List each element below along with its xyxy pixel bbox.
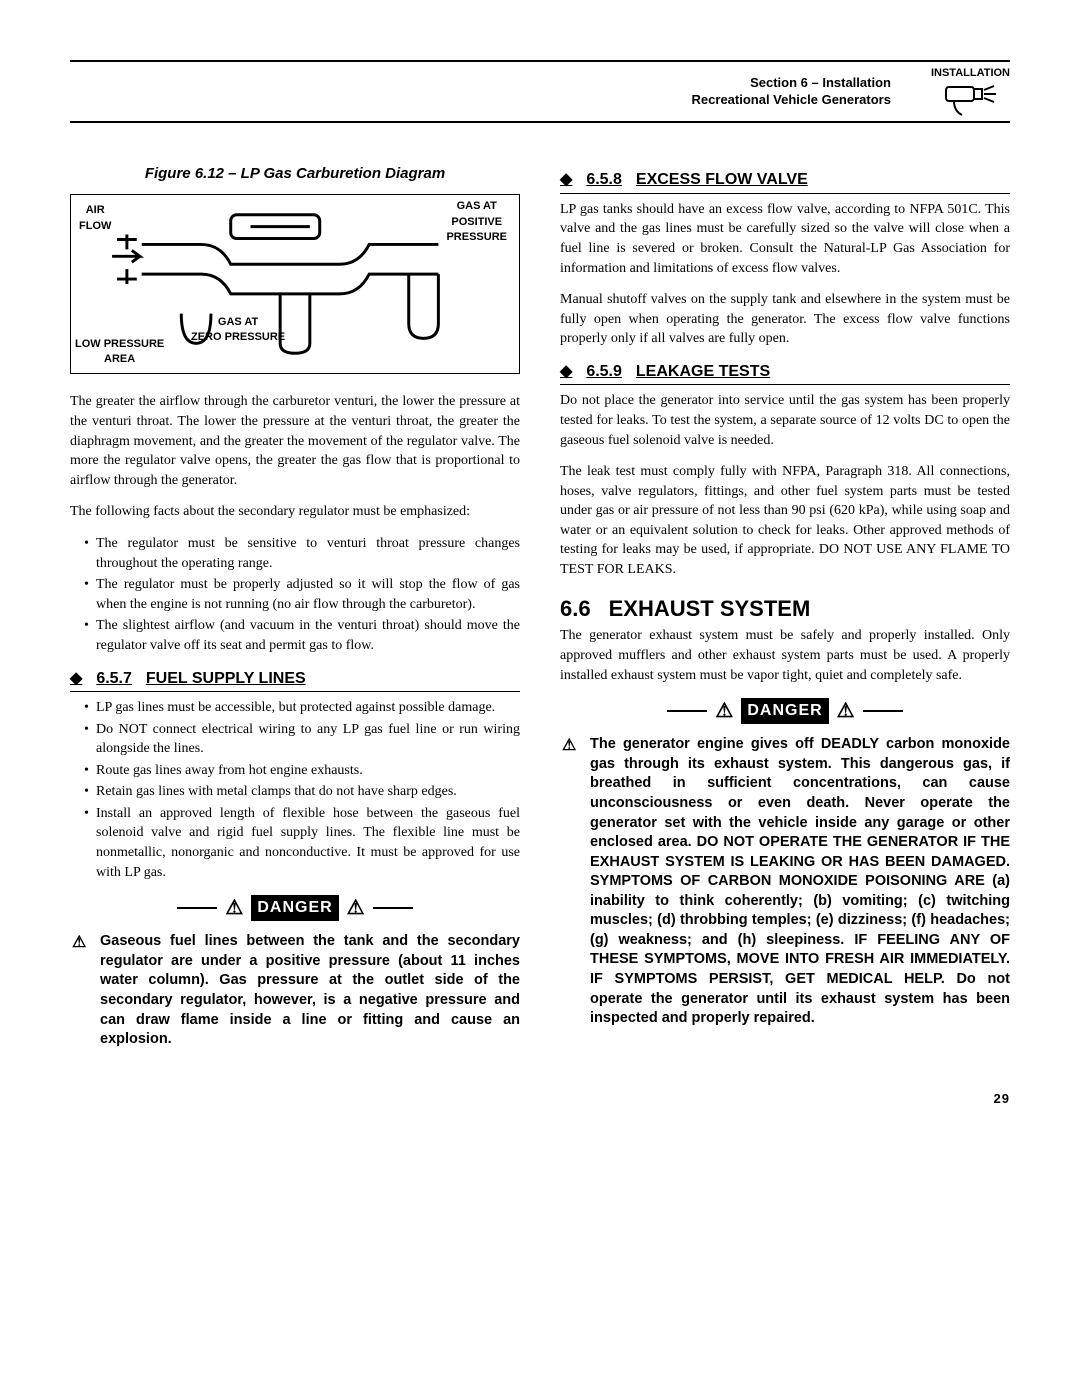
p658a: LP gas tanks should have an excess flow … (560, 200, 1010, 278)
page-header: Section 6 – Installation Recreational Ve… (70, 60, 1010, 123)
installation-badge: INSTALLATION (931, 66, 1010, 117)
warning-triangle-icon: ⚠ (562, 735, 576, 757)
p66: The generator exhaust system must be saf… (560, 626, 1010, 685)
heading-659: ◆ 6.5.9 LEAKAGE TESTS (560, 361, 1010, 385)
heading-num: 6.5.7 (96, 668, 132, 690)
list-item: Install an approved length of flexible h… (84, 804, 520, 882)
p658b: Manual shutoff valves on the supply tank… (560, 290, 1010, 349)
warning-text-left: ⚠ Gaseous fuel lines between the tank an… (70, 932, 520, 1049)
warning-text-right: ⚠ The generator engine gives off DEADLY … (560, 735, 1010, 1028)
heading-657: ◆ 6.5.7 FUEL SUPPLY LINES (70, 668, 520, 692)
diamond-icon: ◆ (70, 668, 82, 690)
figure-diagram: AIR FLOW GAS AT POSITIVE PRESSURE GAS AT… (70, 194, 520, 374)
left-p2: The following facts about the secondary … (70, 502, 520, 522)
heading-658: ◆ 6.5.8 EXCESS FLOW VALVE (560, 169, 1010, 193)
flashlight-icon (940, 81, 1000, 117)
warning-triangle-icon: ⚠ (72, 932, 86, 954)
left-bullets-2: LP gas lines must be accessible, but pro… (70, 698, 520, 882)
heading-num: 6.6 (560, 594, 591, 625)
danger-label: DANGER (251, 895, 338, 921)
danger-bar-right: ⚠ DANGER ⚠ (560, 697, 1010, 725)
warning-body: The generator engine gives off DEADLY ca… (590, 736, 1010, 1026)
figure-title: Figure 6.12 – LP Gas Carburetion Diagram (70, 163, 520, 184)
page-number: 29 (70, 1090, 1010, 1108)
header-text: Section 6 – Installation Recreational Ve… (692, 75, 891, 109)
heading-num: 6.5.8 (586, 169, 622, 191)
heading-title: EXCESS FLOW VALVE (636, 169, 808, 191)
left-column: Figure 6.12 – LP Gas Carburetion Diagram… (70, 163, 520, 1049)
rule-icon (863, 710, 903, 712)
warning-triangle-icon: ⚠ (225, 894, 243, 922)
heading-title: LEAKAGE TESTS (636, 361, 770, 383)
list-item: Do NOT connect electrical wiring to any … (84, 720, 520, 759)
header-section: Section 6 – Installation (692, 75, 891, 92)
diamond-icon: ◆ (560, 361, 572, 383)
rule-icon (177, 907, 217, 909)
badge-label: INSTALLATION (931, 66, 1010, 81)
list-item: Route gas lines away from hot engine exh… (84, 761, 520, 781)
warning-triangle-icon: ⚠ (347, 894, 365, 922)
diamond-icon: ◆ (560, 169, 572, 191)
warning-triangle-icon: ⚠ (837, 697, 855, 725)
heading-title: FUEL SUPPLY LINES (146, 668, 306, 690)
heading-66: 6.6 EXHAUST SYSTEM (560, 594, 1010, 625)
danger-label: DANGER (741, 698, 828, 724)
heading-title: EXHAUST SYSTEM (609, 594, 811, 625)
carburetion-diagram-svg (71, 195, 519, 373)
header-subtitle: Recreational Vehicle Generators (692, 92, 891, 109)
content-columns: Figure 6.12 – LP Gas Carburetion Diagram… (70, 163, 1010, 1049)
heading-num: 6.5.9 (586, 361, 622, 383)
warning-body: Gaseous fuel lines between the tank and … (100, 933, 520, 1047)
left-bullets-1: The regulator must be sensitive to ventu… (70, 534, 520, 656)
list-item: LP gas lines must be accessible, but pro… (84, 698, 520, 718)
list-item: Retain gas lines with metal clamps that … (84, 782, 520, 802)
list-item: The slightest airflow (and vacuum in the… (84, 616, 520, 655)
p659a: Do not place the generator into service … (560, 391, 1010, 450)
warning-triangle-icon: ⚠ (715, 697, 733, 725)
list-item: The regulator must be properly adjusted … (84, 575, 520, 614)
list-item: The regulator must be sensitive to ventu… (84, 534, 520, 573)
rule-icon (373, 907, 413, 909)
left-p1: The greater the airflow through the carb… (70, 392, 520, 490)
danger-bar-left: ⚠ DANGER ⚠ (70, 894, 520, 922)
rule-icon (667, 710, 707, 712)
right-column: ◆ 6.5.8 EXCESS FLOW VALVE LP gas tanks s… (560, 163, 1010, 1049)
p659b: The leak test must comply fully with NFP… (560, 462, 1010, 580)
